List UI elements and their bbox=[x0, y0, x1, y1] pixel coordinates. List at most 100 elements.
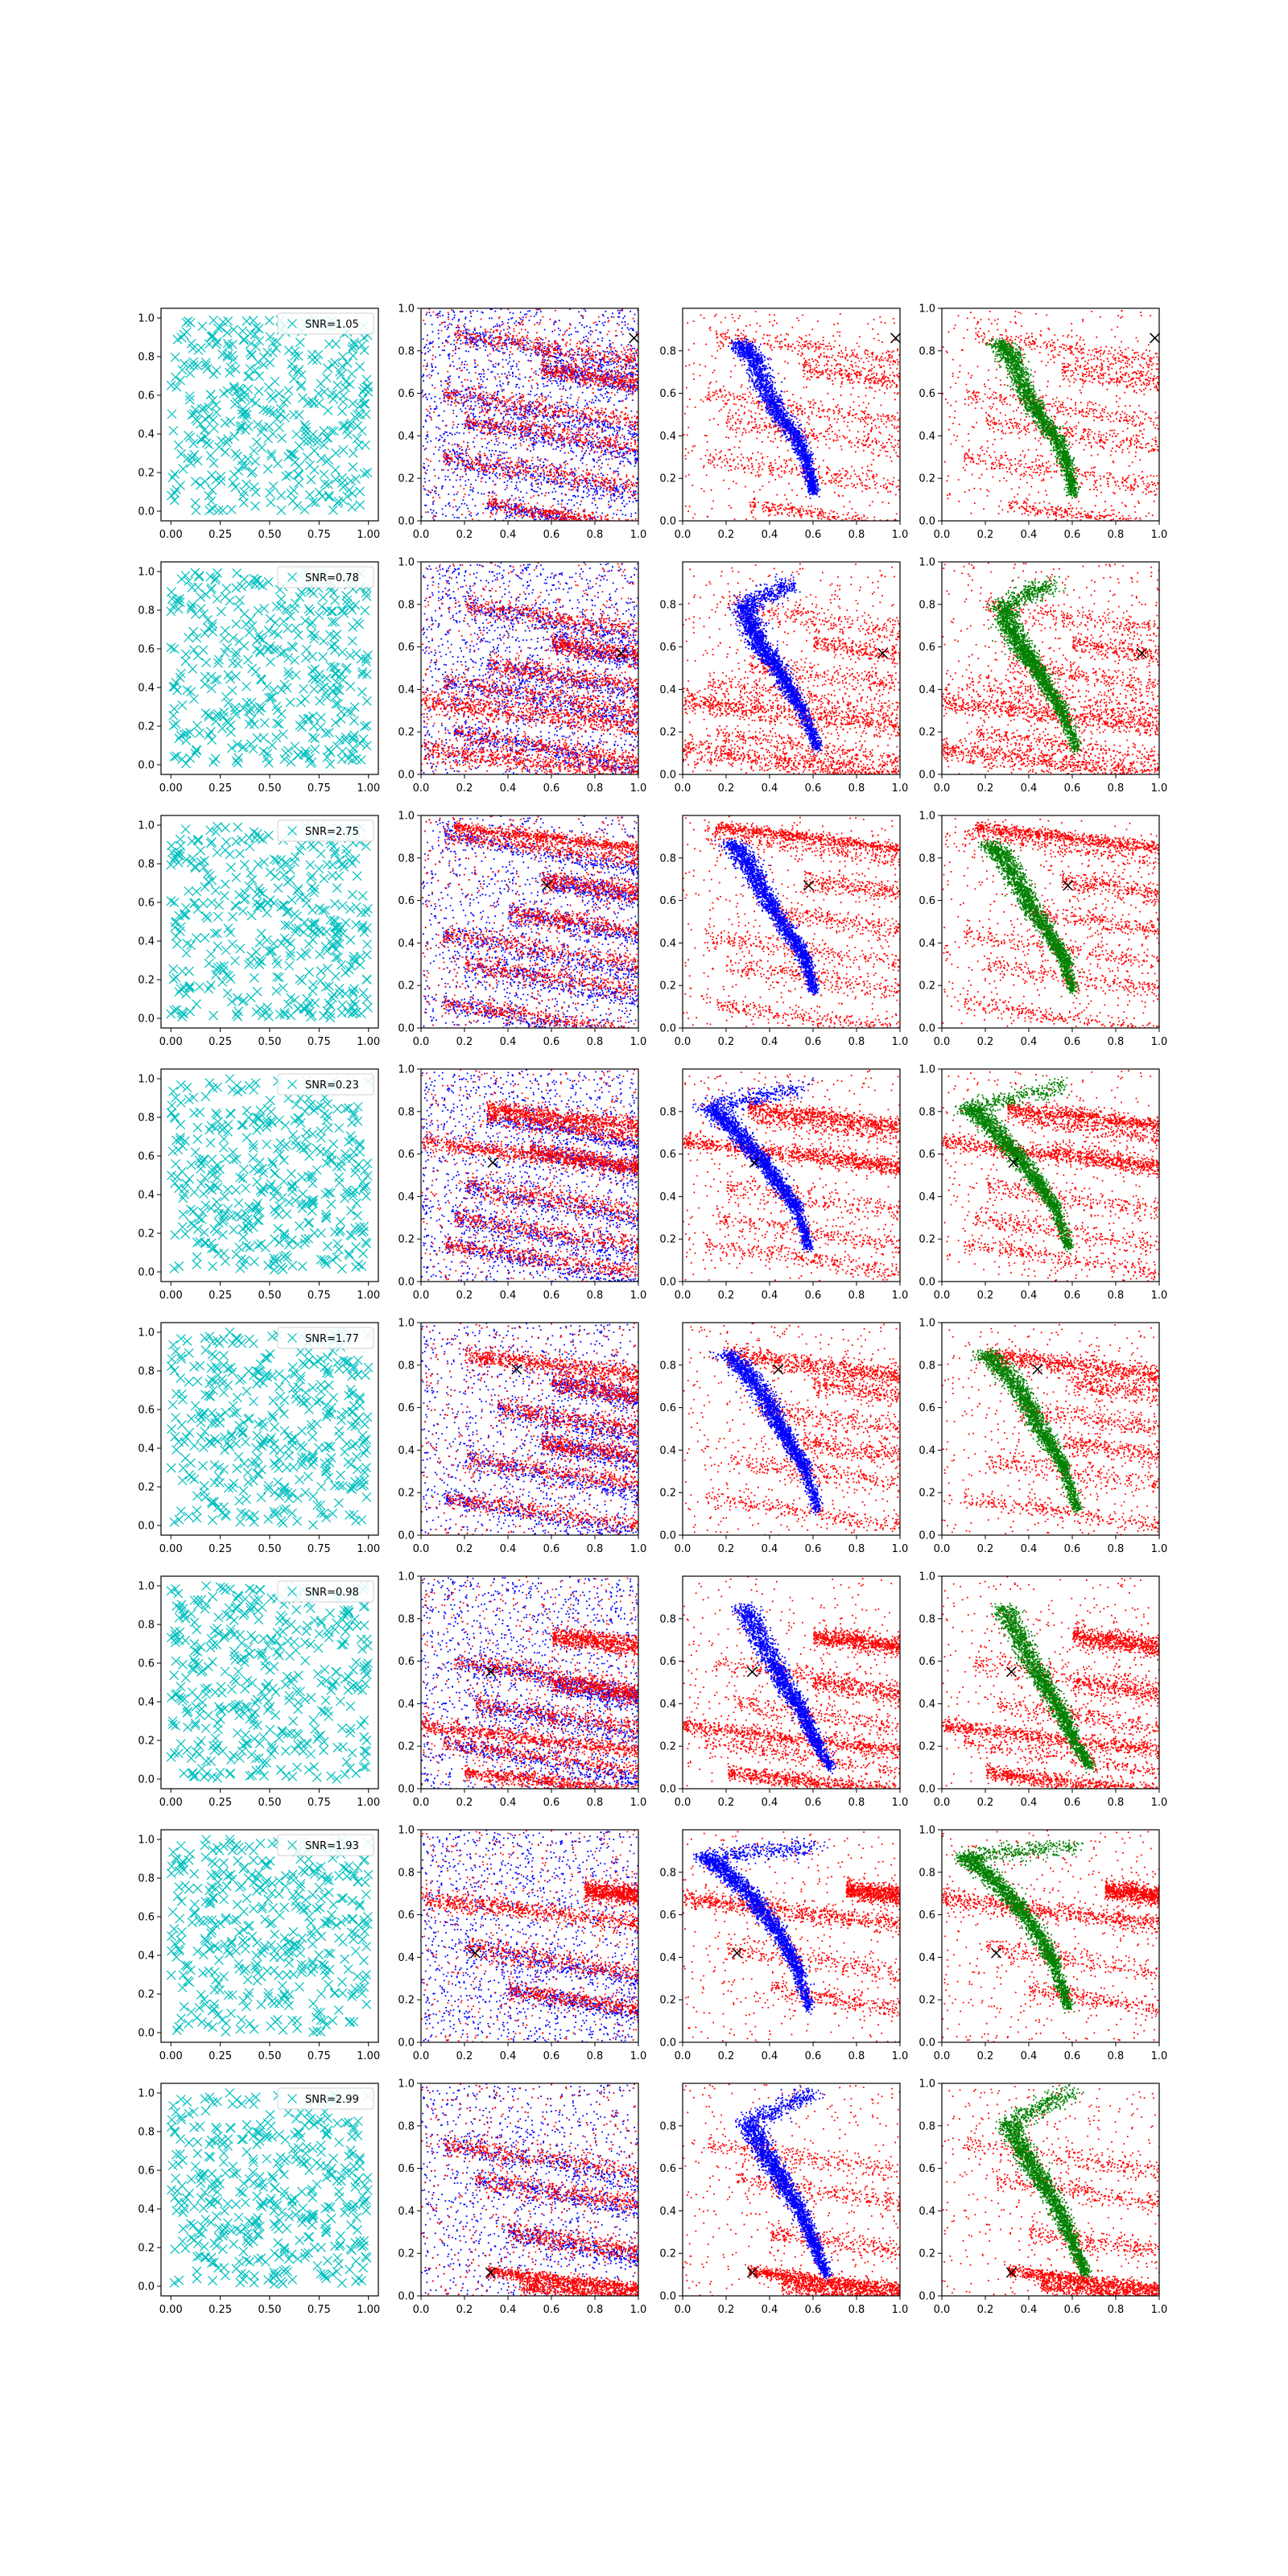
y-tick-label: 0.8 bbox=[659, 2120, 676, 2132]
y-tick-label: 0.8 bbox=[138, 859, 155, 871]
y-tick-label: 0.0 bbox=[919, 516, 935, 528]
x-tick-label: 0.00 bbox=[159, 1290, 183, 1302]
x-tick-label: 0.00 bbox=[159, 1543, 183, 1555]
y-tick-label: 0.0 bbox=[919, 2037, 935, 2050]
y-tick-label: 0.2 bbox=[398, 1234, 415, 1246]
y-tick-label: 0.0 bbox=[919, 2291, 935, 2303]
x-tick-label: 0.4 bbox=[1021, 1797, 1038, 1809]
x-tick-label: 0.4 bbox=[500, 1797, 517, 1809]
y-tick-label: 0.2 bbox=[659, 1234, 676, 1246]
y-tick-label: 0.2 bbox=[398, 473, 415, 485]
x-tick-label: 0.6 bbox=[805, 2050, 822, 2062]
legend-label: SNR=1.93 bbox=[305, 1840, 359, 1852]
x-tick-label: 1.0 bbox=[892, 782, 909, 795]
x-tick-label: 1.0 bbox=[1151, 2050, 1168, 2062]
y-tick-label: 0.2 bbox=[398, 1995, 415, 2007]
y-tick-label: 1.0 bbox=[919, 811, 935, 823]
y-tick-label: 0.0 bbox=[138, 1267, 155, 1279]
y-tick-label: 0.2 bbox=[138, 721, 155, 733]
x-tick-label: 0.0 bbox=[413, 2050, 430, 2062]
y-tick-label: 0.0 bbox=[659, 2291, 676, 2303]
y-tick-label: 0.8 bbox=[398, 1106, 415, 1118]
x-tick-label: 0.6 bbox=[543, 529, 560, 541]
y-tick-label: 0.2 bbox=[138, 2243, 155, 2255]
subplot-r8-c1: 0.00 0.25 0.50 0.75 1.000.00.20.40.60.81.0 SN… bbox=[138, 2083, 380, 2316]
y-tick-label: 1.0 bbox=[138, 1581, 155, 1593]
target-marker bbox=[891, 333, 901, 343]
y-tick-label: 1.0 bbox=[919, 1318, 935, 1330]
x-tick-label: 1.0 bbox=[892, 1543, 909, 1555]
y-tick-label: 0.6 bbox=[138, 2165, 155, 2178]
series-blue-points bbox=[421, 2083, 640, 2297]
y-tick-label: 0.6 bbox=[659, 1149, 676, 1161]
x-tick-label: 1.0 bbox=[892, 1036, 909, 1048]
x-tick-label: 0.2 bbox=[977, 1543, 994, 1555]
y-tick-label: 0.6 bbox=[919, 1909, 935, 1922]
x-tick-label: 0.8 bbox=[587, 1797, 604, 1809]
x-tick-label: 0.0 bbox=[934, 782, 951, 795]
x-tick-label: 0.4 bbox=[500, 1290, 517, 1302]
x-tick-label: 0.75 bbox=[308, 529, 331, 541]
y-tick-label: 0.8 bbox=[138, 1113, 155, 1125]
y-tick-label: 1.0 bbox=[919, 557, 935, 569]
y-tick-label: 0.4 bbox=[659, 1952, 676, 1964]
y-tick-label: 0.6 bbox=[398, 1656, 415, 1668]
subplot-r8-c2: 0.0 0.2 0.4 0.6 0.8 1.00.00.20.40.60.81.0 bbox=[398, 2079, 646, 2317]
x-tick-label: 0.4 bbox=[1021, 782, 1038, 795]
y-tick-label: 0.4 bbox=[138, 683, 155, 695]
y-tick-label: 0.0 bbox=[138, 2281, 155, 2293]
y-tick-label: 0.4 bbox=[138, 2204, 155, 2216]
series-blue-points bbox=[421, 308, 640, 522]
y-tick-label: 0.2 bbox=[919, 473, 935, 485]
series-red-points bbox=[683, 564, 902, 776]
y-tick-label: 0.4 bbox=[398, 1952, 415, 1964]
noise-markers bbox=[167, 1835, 373, 2037]
x-tick-label: 0.25 bbox=[208, 529, 232, 541]
subplot-r5-c3: 0.0 0.2 0.4 0.6 0.8 1.00.00.20.40.60.8 bbox=[659, 1323, 908, 1555]
y-tick-label: 0.8 bbox=[919, 1613, 935, 1625]
x-tick-label: 0.8 bbox=[587, 2050, 604, 2062]
y-tick-label: 0.2 bbox=[138, 1482, 155, 1494]
y-tick-label: 0.2 bbox=[659, 980, 676, 993]
y-tick-label: 0.0 bbox=[659, 1784, 676, 1796]
legend: SNR=2.75 bbox=[278, 820, 374, 841]
x-tick-label: 0.6 bbox=[543, 2050, 560, 2062]
x-tick-label: 0.4 bbox=[500, 2304, 517, 2316]
x-tick-label: 0.75 bbox=[308, 1290, 331, 1302]
y-tick-label: 0.8 bbox=[919, 345, 935, 357]
y-tick-label: 0.8 bbox=[138, 1873, 155, 1885]
y-tick-label: 0.2 bbox=[919, 2248, 935, 2260]
x-tick-label: 0.0 bbox=[934, 2050, 951, 2062]
x-tick-label: 1.0 bbox=[1151, 782, 1168, 795]
y-tick-label: 0.0 bbox=[919, 1023, 935, 1035]
x-tick-label: 0.75 bbox=[308, 1797, 331, 1809]
x-tick-label: 0.0 bbox=[934, 1290, 951, 1302]
x-tick-label: 1.00 bbox=[357, 2304, 380, 2316]
y-tick-label: 0.8 bbox=[919, 2120, 935, 2132]
x-tick-label: 0.2 bbox=[718, 2050, 735, 2062]
y-tick-label: 0.8 bbox=[398, 599, 415, 611]
y-tick-label: 0.4 bbox=[659, 1445, 676, 1457]
y-tick-label: 0.4 bbox=[138, 1697, 155, 1709]
x-tick-label: 0.0 bbox=[675, 529, 691, 541]
x-tick-label: 0.0 bbox=[675, 1290, 691, 1302]
y-tick-label: 0.4 bbox=[919, 1445, 935, 1457]
y-tick-label: 1.0 bbox=[919, 303, 935, 316]
y-tick-label: 1.0 bbox=[138, 567, 155, 579]
x-tick-label: 0.2 bbox=[718, 1797, 735, 1809]
y-tick-label: 0.2 bbox=[659, 2248, 676, 2260]
y-tick-label: 0.0 bbox=[138, 1521, 155, 1533]
subplot-r6-c4: 0.0 0.2 0.4 0.6 0.8 1.00.00.20.40.60.81.0 bbox=[919, 1571, 1167, 1810]
series-blue-curve bbox=[710, 1349, 824, 1516]
noise-markers bbox=[167, 2089, 372, 2289]
x-tick-label: 1.00 bbox=[357, 782, 380, 795]
y-tick-label: 0.2 bbox=[398, 727, 415, 739]
noise-markers bbox=[167, 1075, 372, 1274]
y-tick-label: 0.0 bbox=[919, 1277, 935, 1289]
x-tick-label: 0.4 bbox=[762, 782, 778, 795]
y-tick-label: 0.2 bbox=[919, 980, 935, 993]
legend: SNR=0.78 bbox=[278, 567, 374, 588]
y-tick-label: 1.0 bbox=[138, 1835, 155, 1847]
y-tick-label: 0.2 bbox=[138, 1989, 155, 2001]
